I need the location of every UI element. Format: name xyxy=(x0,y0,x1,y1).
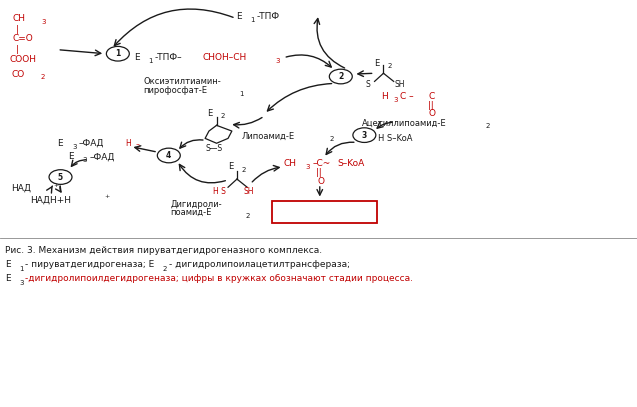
Text: 3: 3 xyxy=(362,131,367,140)
Text: - дигидролипоилацетилтрансфераза;: - дигидролипоилацетилтрансфераза; xyxy=(169,260,350,269)
Text: 2: 2 xyxy=(338,72,343,81)
Circle shape xyxy=(329,69,352,84)
Text: –C~: –C~ xyxy=(312,159,331,168)
FancyBboxPatch shape xyxy=(272,201,377,223)
Text: CH: CH xyxy=(283,159,296,168)
Text: SH: SH xyxy=(243,187,254,196)
Circle shape xyxy=(49,170,72,184)
Text: CO: CO xyxy=(11,70,25,79)
Text: 2: 2 xyxy=(135,144,140,149)
Text: 2: 2 xyxy=(485,123,490,129)
Text: 1: 1 xyxy=(115,49,120,58)
Text: 4: 4 xyxy=(166,151,171,160)
Circle shape xyxy=(106,46,129,61)
Text: 1: 1 xyxy=(148,58,153,64)
Text: Оксиэтилтиамин-: Оксиэтилтиамин- xyxy=(143,77,221,86)
Text: 2: 2 xyxy=(330,136,334,142)
Text: 2: 2 xyxy=(388,63,392,69)
Text: 3: 3 xyxy=(19,280,24,286)
Text: E: E xyxy=(207,109,212,118)
Text: 2: 2 xyxy=(241,167,246,173)
Circle shape xyxy=(353,128,376,142)
Text: ||: || xyxy=(316,168,322,177)
Text: CH: CH xyxy=(13,14,25,23)
Text: 2: 2 xyxy=(246,213,250,219)
Text: H S–KoA: H S–KoA xyxy=(378,134,413,143)
Text: S: S xyxy=(366,80,370,89)
Text: -дигидролипоилдегидрогеназа; цифры в кружках обозначают стадии процесса.: -дигидролипоилдегидрогеназа; цифры в кру… xyxy=(25,274,413,283)
Text: 2: 2 xyxy=(40,74,45,80)
Text: S—S: S—S xyxy=(205,144,222,153)
Text: 2: 2 xyxy=(162,266,167,271)
Text: Ацетил-КоА: Ацетил-КоА xyxy=(296,208,353,217)
Text: Е: Е xyxy=(5,260,11,269)
Text: поамид-E: поамид-E xyxy=(171,208,212,217)
Text: E: E xyxy=(134,53,140,62)
Text: CHOH–CH: CHOH–CH xyxy=(203,53,247,62)
Text: НАДН+Н: НАДН+Н xyxy=(31,196,71,205)
Text: H S: H S xyxy=(213,187,225,196)
Text: E: E xyxy=(236,12,241,21)
Text: 1: 1 xyxy=(19,266,24,271)
Text: Ацетиллипоамид-E: Ацетиллипоамид-E xyxy=(362,118,447,127)
Text: –ФАД: –ФАД xyxy=(78,139,104,148)
Text: Липоамид-E: Липоамид-E xyxy=(242,131,295,140)
Text: COOH: COOH xyxy=(10,55,36,63)
Text: H: H xyxy=(381,92,388,101)
Text: 3: 3 xyxy=(72,144,76,149)
Text: SH: SH xyxy=(395,80,405,89)
Text: 1: 1 xyxy=(240,91,244,96)
Text: +: + xyxy=(104,195,109,199)
Text: 3: 3 xyxy=(306,164,310,170)
Text: C=O: C=O xyxy=(13,34,34,43)
Text: O: O xyxy=(429,109,436,118)
Circle shape xyxy=(157,148,180,163)
Text: –ФАД: –ФАД xyxy=(89,152,115,161)
Text: Дигидроли-: Дигидроли- xyxy=(171,200,222,209)
Text: E: E xyxy=(57,139,63,148)
Text: -ТПФ: -ТПФ xyxy=(257,12,280,21)
Text: 3: 3 xyxy=(394,97,398,103)
Text: НАД: НАД xyxy=(11,184,31,193)
Text: 1: 1 xyxy=(250,17,255,22)
Text: C –: C – xyxy=(400,92,413,101)
Text: 3: 3 xyxy=(83,157,87,163)
Text: H: H xyxy=(125,139,131,148)
Text: 3: 3 xyxy=(276,58,280,64)
Text: |: | xyxy=(16,45,19,54)
Text: O: O xyxy=(318,177,325,186)
Text: +: + xyxy=(53,183,58,188)
Text: пирофосфат-E: пирофосфат-E xyxy=(143,86,207,95)
Text: - пируватдегидрогеназа; Е: - пируватдегидрогеназа; Е xyxy=(25,260,155,269)
Text: |: | xyxy=(16,25,19,34)
Text: E: E xyxy=(375,59,380,68)
Text: S–KoA: S–KoA xyxy=(338,159,365,168)
Text: ||: || xyxy=(428,101,434,110)
Text: C: C xyxy=(429,92,435,101)
Text: E: E xyxy=(228,162,233,171)
Text: 5: 5 xyxy=(58,173,63,182)
Text: Е: Е xyxy=(5,274,11,283)
Text: E: E xyxy=(68,152,74,161)
Text: Рис. 3. Механизм действия пируватдегидрогеназного комплекса.: Рис. 3. Механизм действия пируватдегидро… xyxy=(5,246,322,255)
Text: 2: 2 xyxy=(220,114,225,119)
Text: 3: 3 xyxy=(41,19,46,24)
Text: -ТПФ–: -ТПФ– xyxy=(155,53,182,62)
